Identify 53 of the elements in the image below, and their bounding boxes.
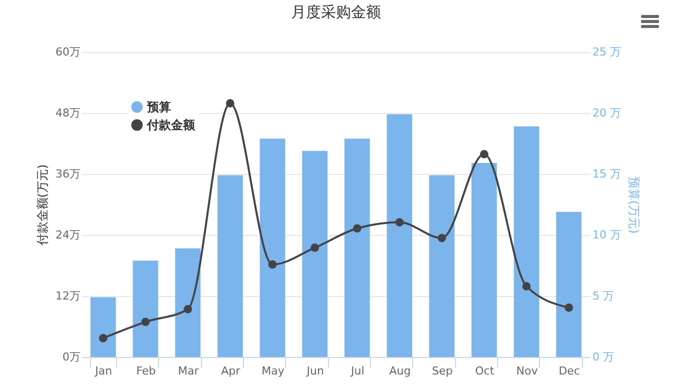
x-tick-label: Jan — [94, 364, 112, 378]
x-tick-label: Dec — [558, 364, 580, 378]
y-tick-label: 0万 — [62, 350, 80, 364]
bar — [344, 138, 370, 357]
point — [480, 150, 488, 158]
x-tick-label: Aug — [389, 364, 411, 378]
y2-tick-label: 15 万 — [592, 168, 621, 180]
point — [522, 282, 531, 291]
x-tick-label: Sep — [432, 364, 453, 378]
y-tick-label: 60万 — [56, 46, 80, 58]
y-tick-label: 24万 — [56, 228, 80, 242]
chart-title: 月度采购金额 — [291, 3, 381, 21]
legend-label: 付款金额 — [146, 118, 196, 132]
point — [184, 305, 192, 314]
bar — [302, 150, 328, 357]
point — [352, 224, 362, 233]
point — [141, 318, 150, 326]
x-tick-label: Jun — [306, 364, 324, 378]
y-tick-label: 36万 — [56, 168, 80, 180]
x-tick-label: May — [262, 364, 285, 378]
legend-label: 预算 — [146, 100, 171, 114]
point — [564, 304, 574, 312]
bar — [90, 297, 116, 357]
bar — [556, 212, 582, 357]
x-tick-label: Apr — [221, 364, 241, 378]
y2-tick-label: 5 万 — [592, 290, 614, 302]
point — [226, 99, 234, 108]
bar — [260, 138, 286, 357]
point — [395, 218, 404, 226]
x-tick-label: Mar — [178, 364, 200, 378]
y-axis-title: 付款金额(万元) — [36, 164, 50, 247]
y-tick-label: 12万 — [56, 290, 80, 302]
bar — [514, 126, 540, 357]
point — [438, 234, 446, 242]
x-tick-label: Oct — [475, 364, 495, 378]
y2-tick-label: 20 万 — [592, 106, 621, 120]
bar — [217, 175, 243, 357]
bar — [386, 114, 412, 357]
y2-tick-label: 10 万 — [592, 228, 621, 242]
y-tick-label: 48万 — [56, 106, 80, 120]
y2-tick-label: 0 万 — [592, 350, 614, 364]
bar — [429, 175, 455, 357]
x-tick-label: Jul — [350, 364, 364, 378]
bar — [471, 163, 497, 357]
point — [310, 244, 320, 252]
x-tick-label: Nov — [516, 364, 538, 378]
point — [268, 260, 277, 269]
bar — [132, 260, 158, 357]
y2-tick-label: 25 万 — [592, 46, 621, 58]
point — [98, 334, 108, 342]
bar — [175, 248, 201, 357]
y2-axis-title: 预算(万元) — [626, 176, 641, 234]
x-tick-label: Feb — [136, 364, 156, 378]
